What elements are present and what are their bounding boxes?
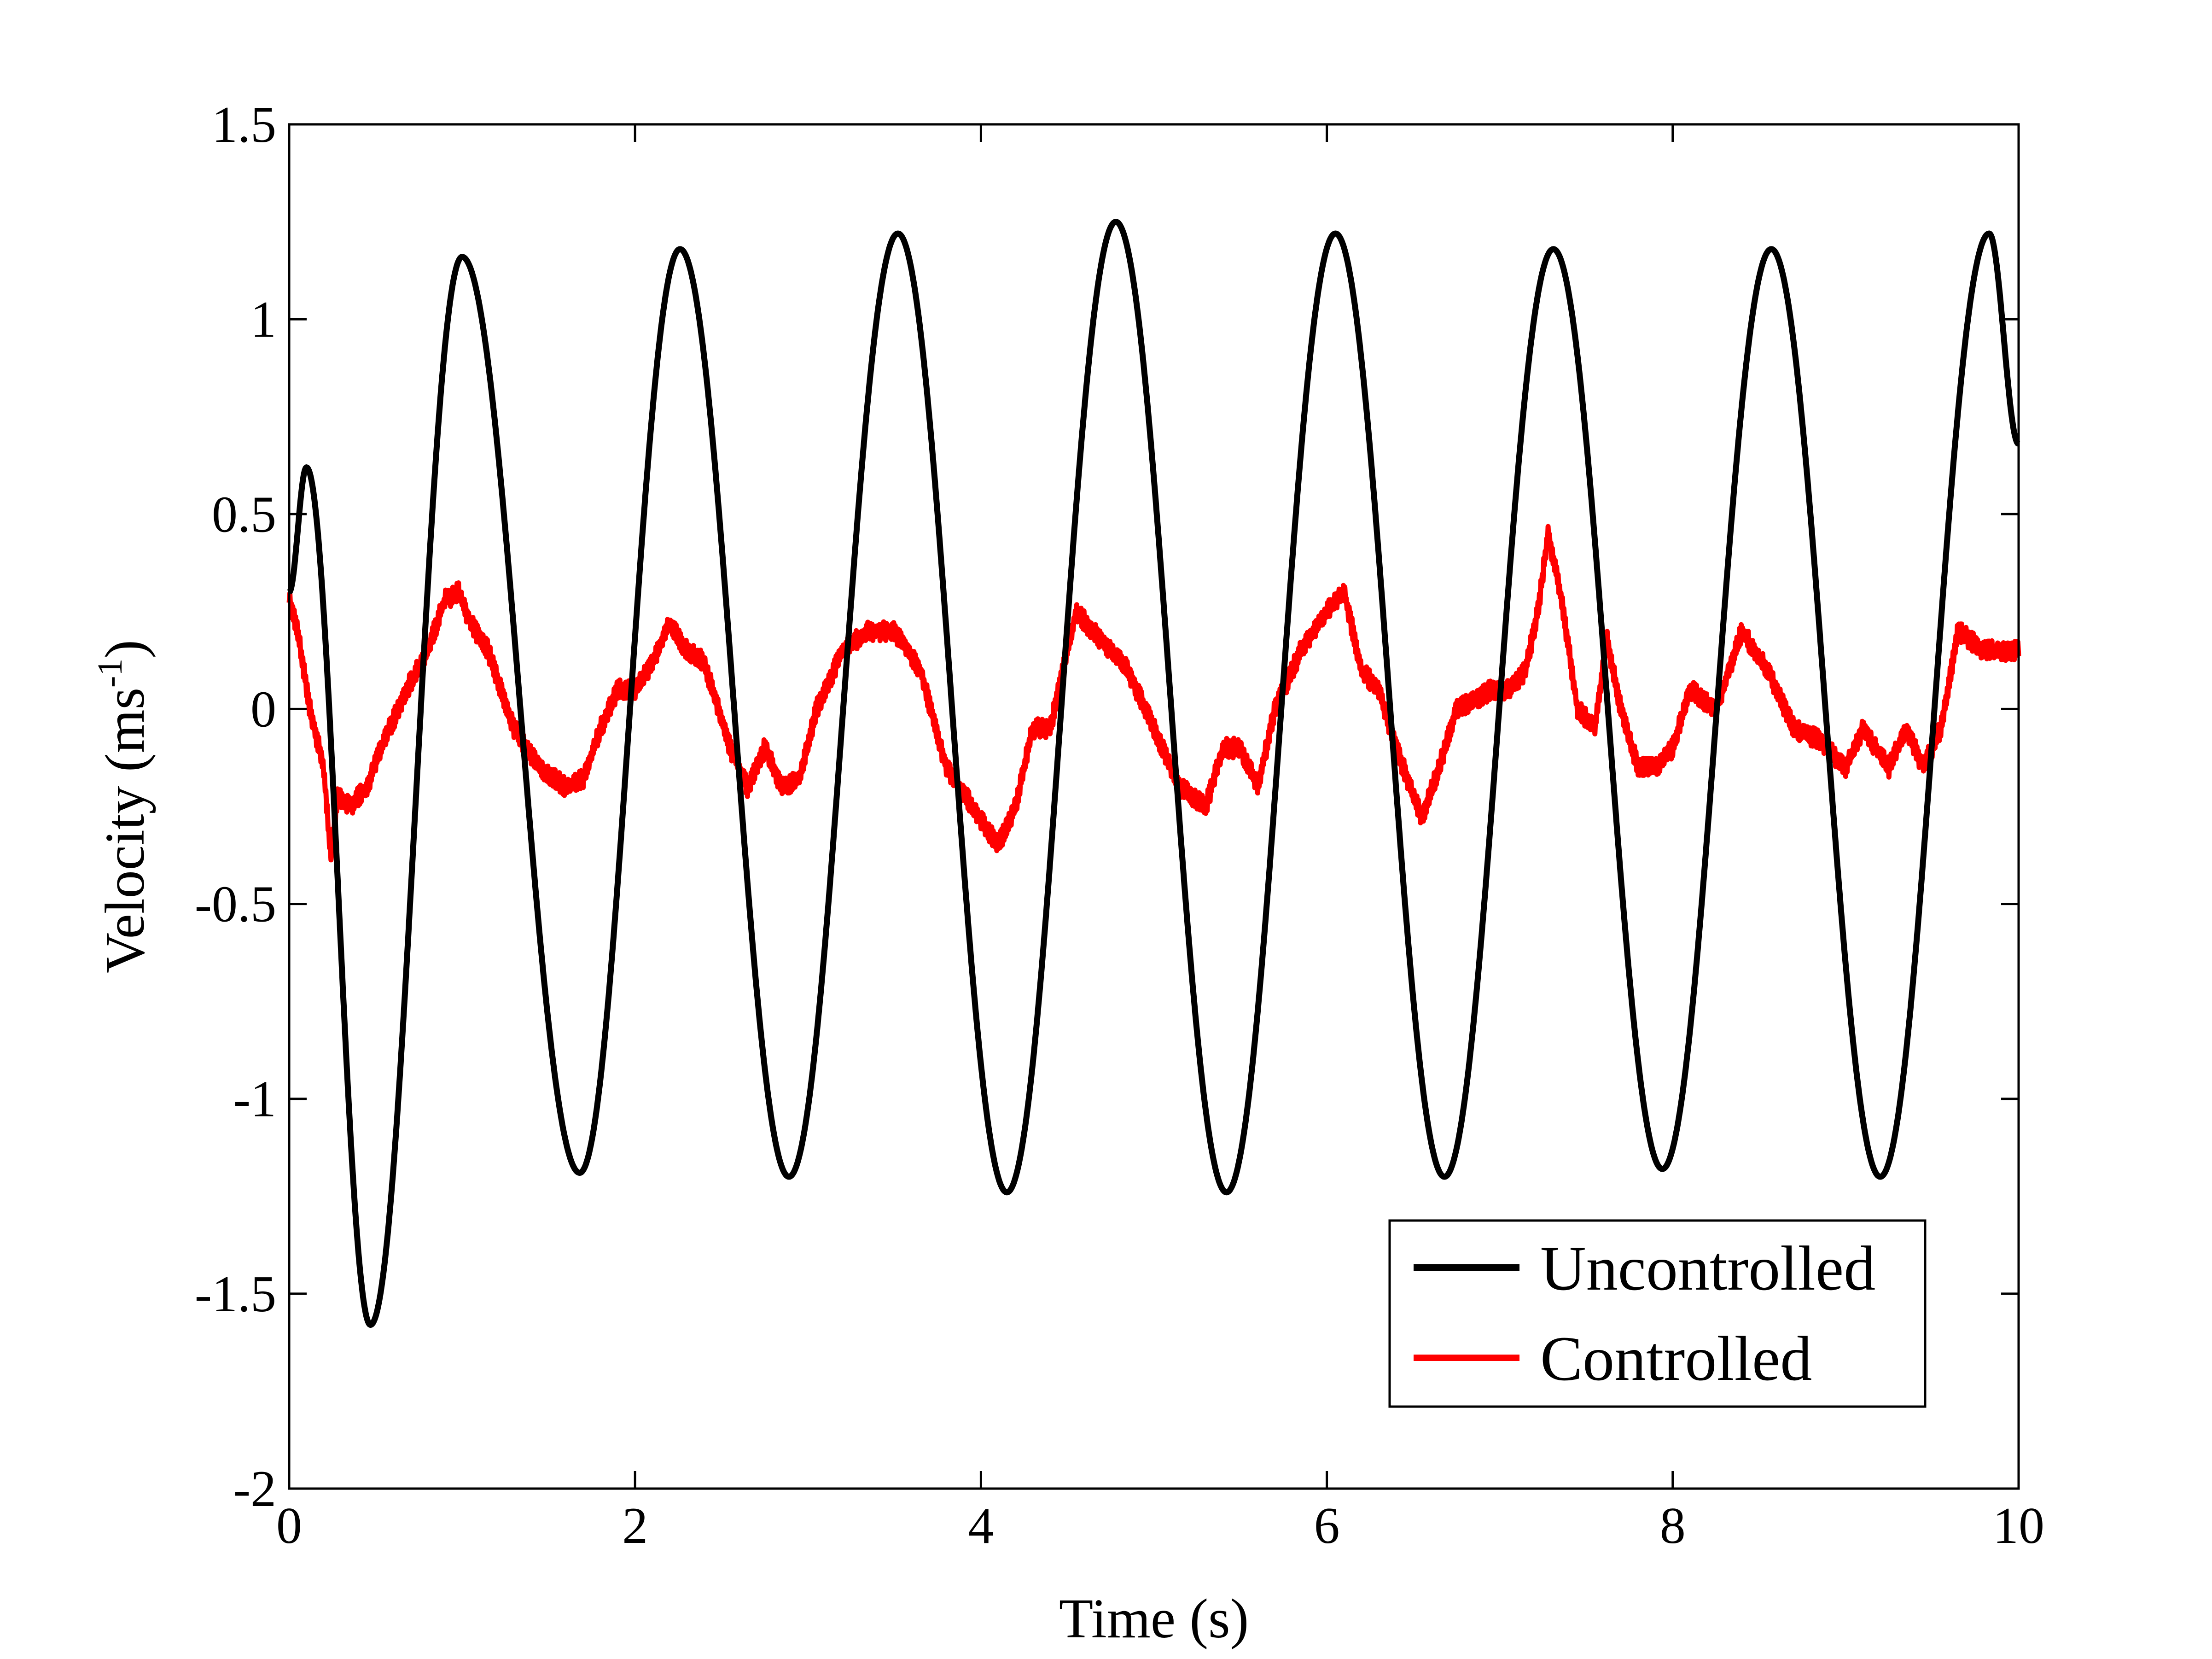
y-axis-title-main: Velocity (ms bbox=[94, 688, 156, 973]
legend: Uncontrolled Controlled bbox=[1388, 1219, 1927, 1408]
x-tick-label: 10 bbox=[1993, 1497, 2044, 1554]
y-tick-label: -1.5 bbox=[195, 1266, 276, 1323]
y-tick-label: 1 bbox=[250, 291, 276, 348]
series-layer bbox=[286, 219, 2021, 1328]
y-tick-label: 0 bbox=[250, 681, 276, 738]
series-controlled-line bbox=[286, 524, 2021, 863]
tick-layer: 0 2 4 6 8 10 1.5 1 0.5 0 -0.5 -1 -1.5 -2 bbox=[195, 96, 2044, 1554]
plot-frame bbox=[288, 123, 2020, 1490]
y-tick-label: 0.5 bbox=[212, 486, 276, 543]
legend-label-uncontrolled: Uncontrolled bbox=[1540, 1233, 1875, 1303]
y-axis-title-superscript: -1 bbox=[91, 659, 129, 688]
x-tick-label: 6 bbox=[1314, 1497, 1340, 1554]
y-tick-label: 1.5 bbox=[212, 96, 276, 153]
legend-box bbox=[1388, 1219, 1927, 1408]
series-uncontrolled-line bbox=[287, 219, 2021, 1328]
x-axis-title: Time (s) bbox=[1059, 1588, 1249, 1650]
y-tick-label: -2 bbox=[233, 1460, 276, 1518]
x-tick-label: 4 bbox=[968, 1497, 994, 1554]
y-axis-title-close: ) bbox=[94, 640, 156, 659]
y-tick-label: -1 bbox=[233, 1071, 276, 1128]
x-tick-label: 0 bbox=[276, 1497, 302, 1554]
x-tick-label: 8 bbox=[1660, 1497, 1686, 1554]
y-tick-label: -0.5 bbox=[195, 876, 276, 933]
y-axis-title: Velocity (ms-1) bbox=[91, 640, 156, 973]
x-tick-label: 2 bbox=[622, 1497, 648, 1554]
legend-label-controlled: Controlled bbox=[1540, 1323, 1812, 1394]
